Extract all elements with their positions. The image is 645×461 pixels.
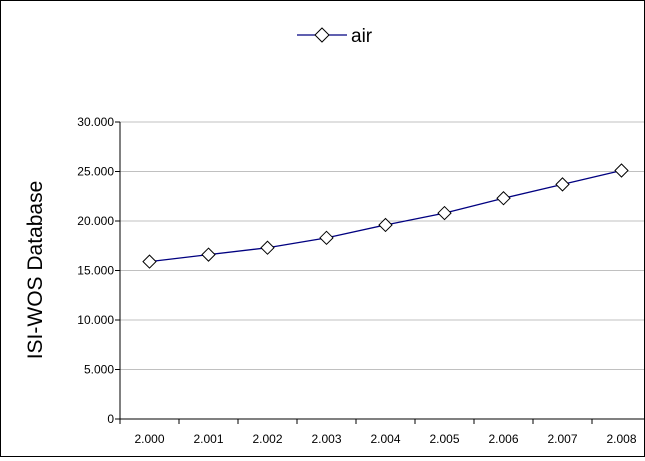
y-tick-label: 25.000 — [77, 165, 114, 179]
x-tick-label: 2.006 — [488, 432, 518, 446]
legend: air — [297, 26, 373, 47]
y-tick-label: 20.000 — [77, 214, 114, 228]
x-tick-label: 2.005 — [429, 432, 459, 446]
gridlines — [120, 121, 645, 370]
data-point — [319, 230, 334, 246]
y-tick-label: 5.000 — [84, 363, 114, 377]
x-tick-label: 2.000 — [134, 432, 164, 446]
x-tick-label: 2.004 — [370, 432, 400, 446]
y-tick-labels: 0 5.000 10.000 15.000 20.000 25.000 30.000 — [77, 115, 114, 426]
y-tick-label: 0 — [107, 412, 114, 426]
x-tick-label: 2.007 — [547, 432, 577, 446]
data-point — [260, 240, 275, 255]
data-point — [614, 163, 629, 178]
y-tick-label: 10.000 — [77, 313, 114, 327]
x-tick-label: 2.008 — [606, 432, 636, 446]
legend-marker — [314, 27, 330, 43]
data-point — [555, 177, 570, 192]
x-tick-label: 2.003 — [311, 432, 341, 446]
x-tick-label: 2.001 — [193, 432, 223, 446]
y-tick-label: 30.000 — [77, 115, 114, 129]
y-tick-label: 15.000 — [77, 264, 114, 278]
data-point — [496, 191, 511, 206]
y-axis-title: ISI-WOS Database — [24, 181, 47, 360]
x-tick-label: 2.002 — [252, 432, 282, 446]
series-line — [149, 169, 622, 263]
data-point — [142, 254, 157, 269]
data-point — [201, 247, 216, 262]
legend-label: air — [351, 26, 373, 47]
data-point — [378, 217, 393, 233]
series-air — [142, 163, 629, 269]
axes — [115, 121, 645, 424]
data-point — [437, 205, 452, 221]
x-tick-labels: 2.000 2.001 2.002 2.003 2.004 2.005 2.006 2.007… — [134, 432, 636, 446]
